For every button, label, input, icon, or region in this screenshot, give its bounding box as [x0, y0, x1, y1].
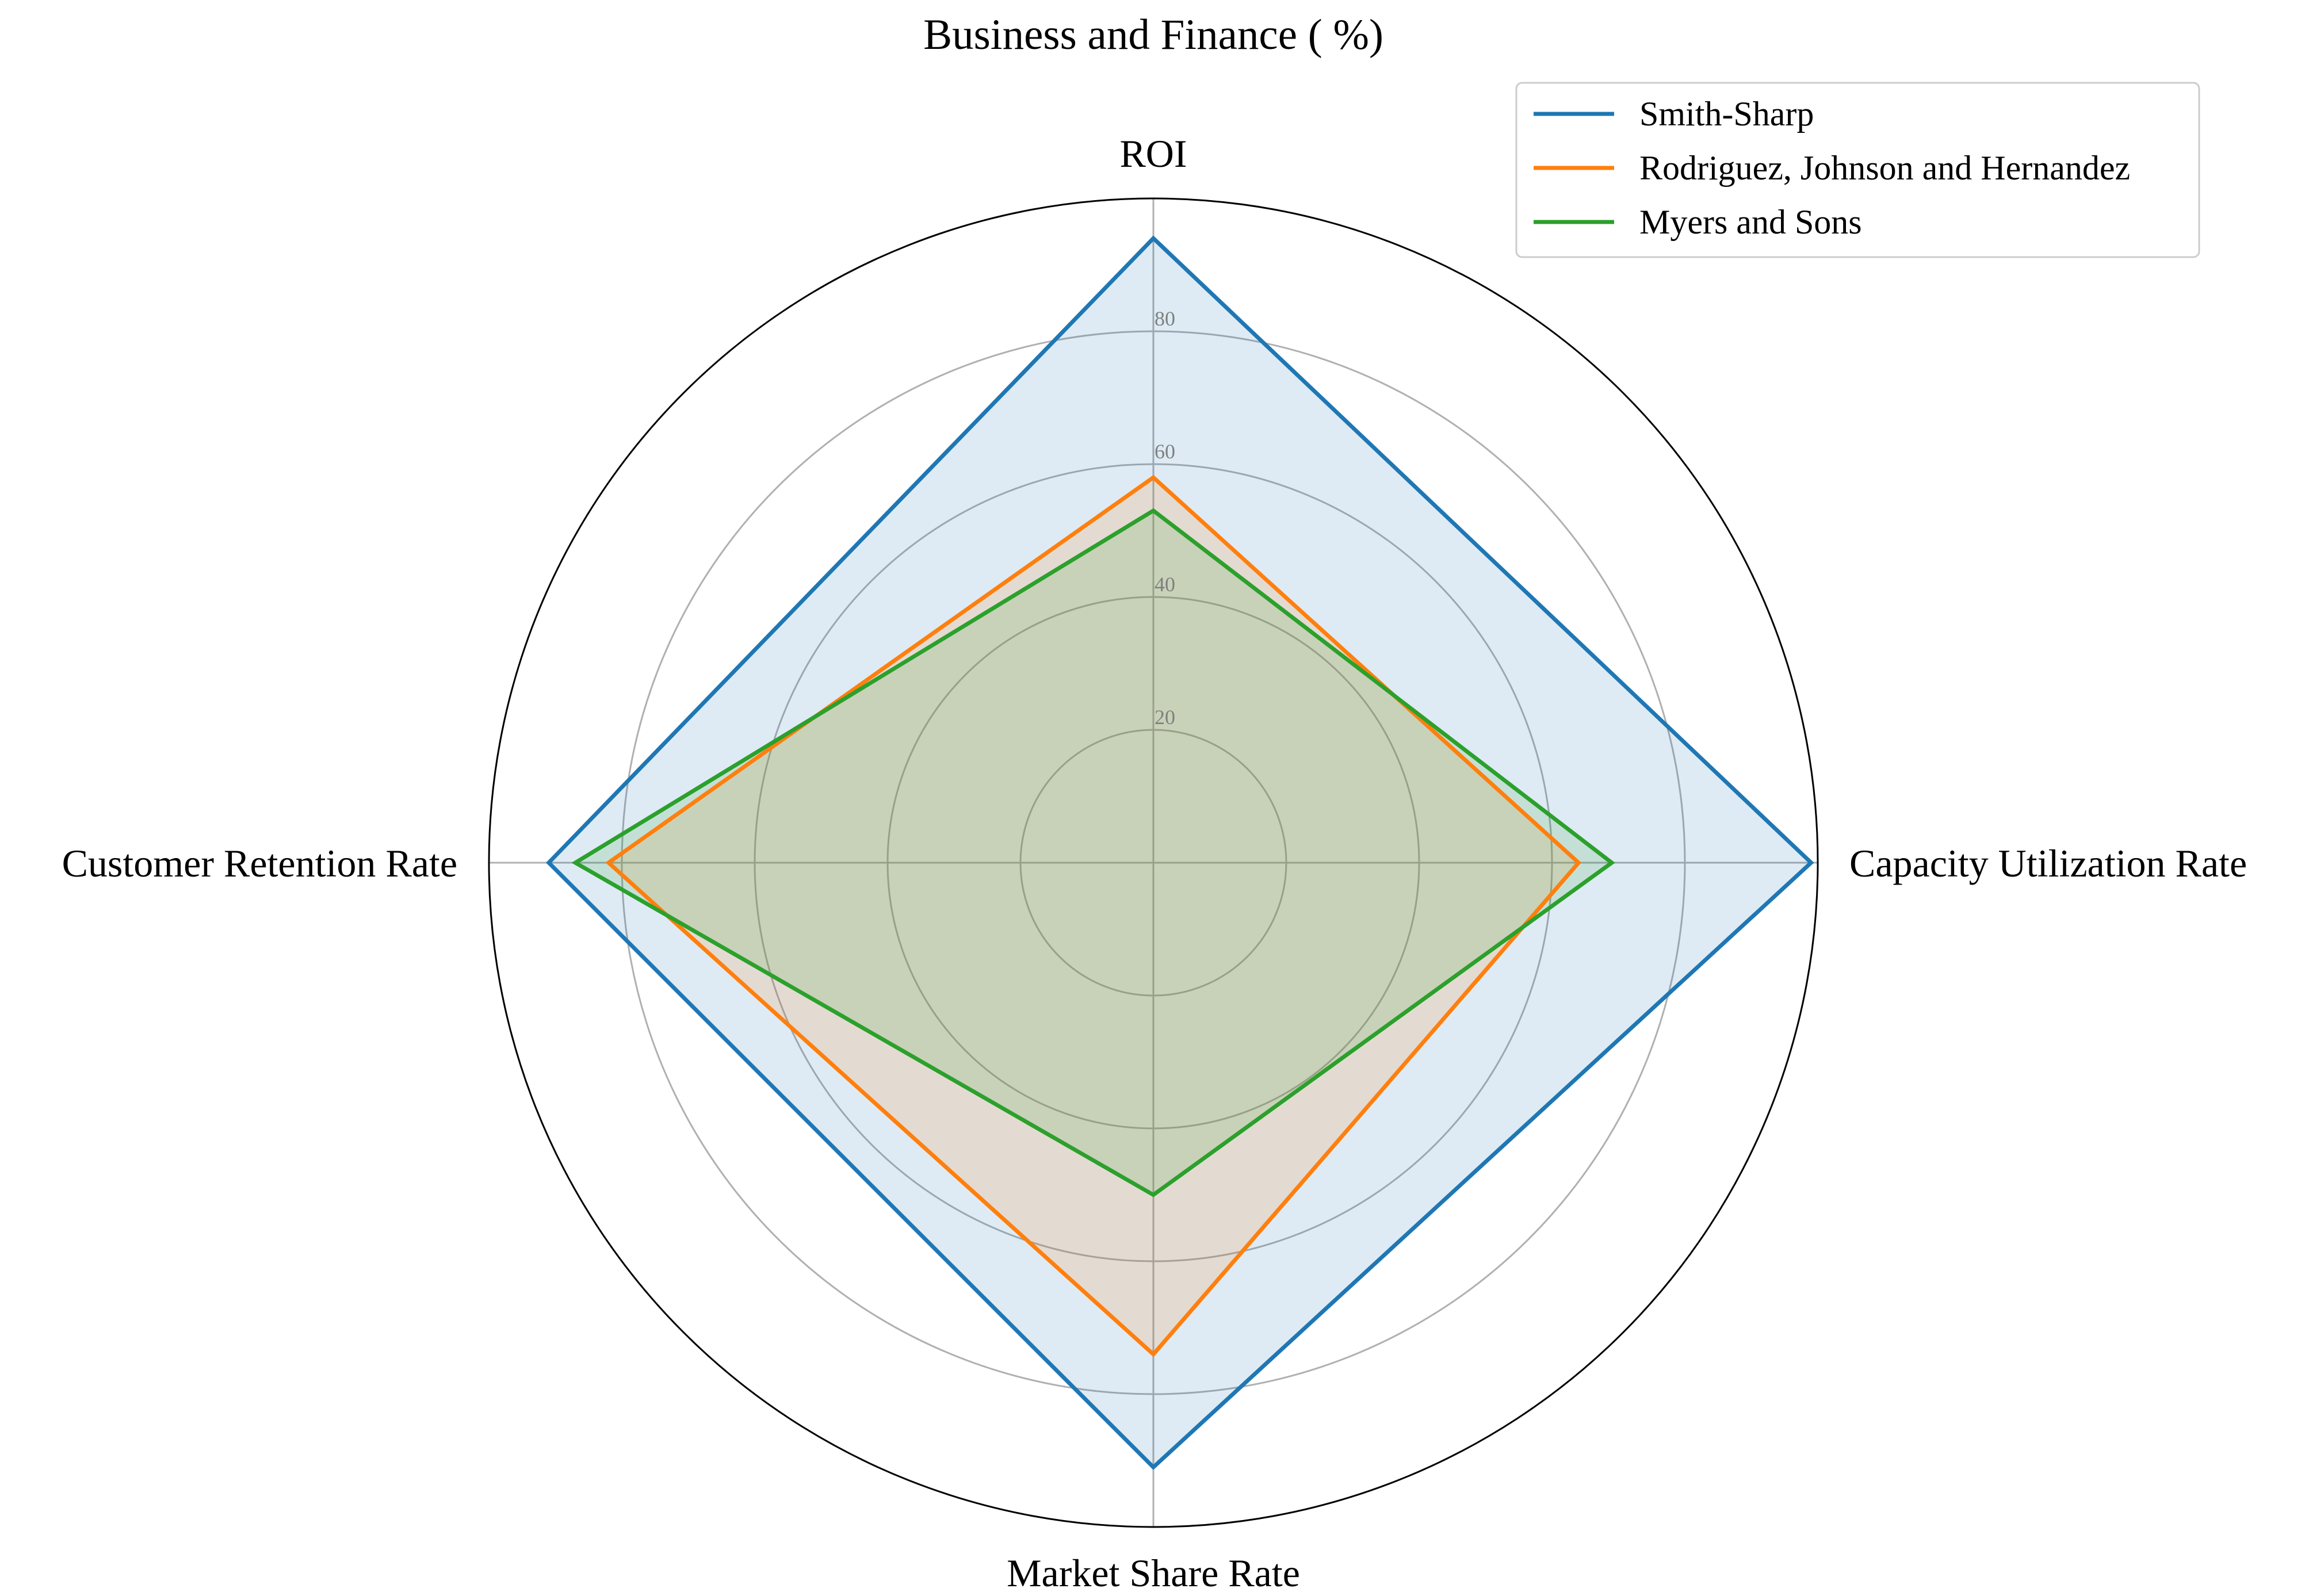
- series-fill-0: [548, 238, 1811, 1468]
- outer-ring: [488, 197, 1819, 1528]
- radial-tick-80: 80: [1155, 307, 1175, 330]
- series-layer: [546, 235, 1814, 1470]
- radial-tick-20: 20: [1155, 706, 1175, 729]
- legend-label-0: Smith-Sharp: [1639, 95, 1814, 133]
- radial-tick-60: 60: [1155, 440, 1175, 463]
- series-line-0: [546, 235, 1814, 1470]
- series-fill-2: [575, 510, 1612, 1195]
- legend: Smith-Sharp Rodriguez, Johnson and Hernan…: [1515, 82, 2200, 258]
- axis-labels: ROI Capacity Utilization Rate Market Share…: [62, 132, 2247, 1595]
- chart-title: Business and Finance ( %): [923, 11, 1383, 59]
- series-line-2: [571, 508, 1615, 1197]
- axis-label-1: Capacity Utilization Rate: [1849, 841, 2247, 885]
- radial-tick-40: 40: [1155, 573, 1175, 596]
- legend-label-1: Rodriguez, Johnson and Hernandez: [1639, 149, 2130, 187]
- radial-tick-labels: 20 40 60 80: [1155, 307, 1175, 729]
- axis-label-2: Market Share Rate: [1007, 1551, 1300, 1595]
- series-line-1: [605, 474, 1582, 1357]
- legend-items: Smith-Sharp Rodriguez, Johnson and Hernan…: [1534, 95, 2130, 241]
- axis-label-0: ROI: [1119, 132, 1187, 175]
- legend-label-2: Myers and Sons: [1639, 203, 1862, 241]
- axis-label-3: Customer Retention Rate: [62, 841, 457, 885]
- legend-box: [1515, 82, 2200, 258]
